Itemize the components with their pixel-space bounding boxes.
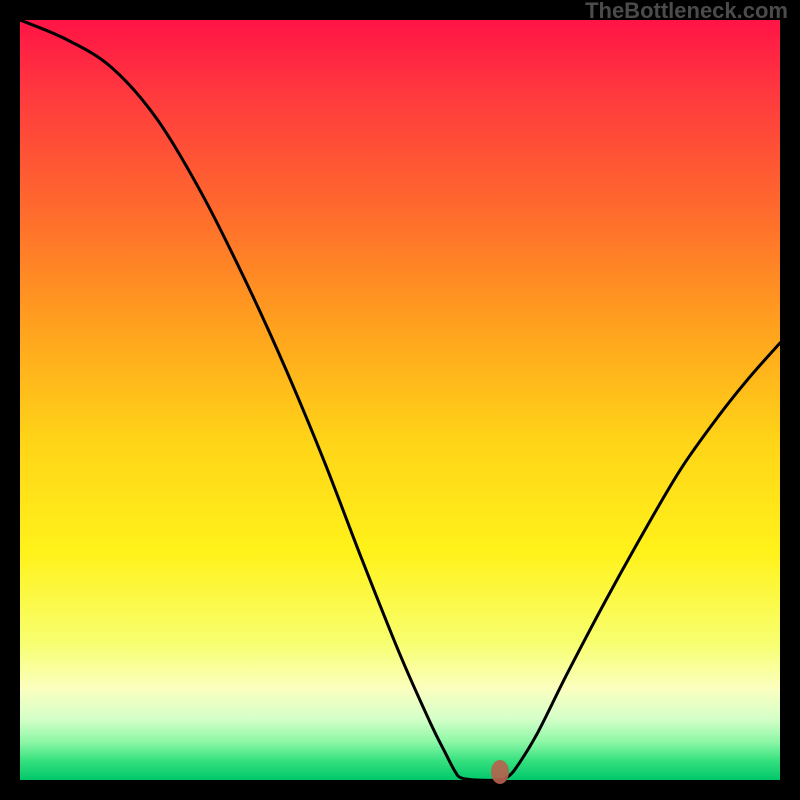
chart-frame: TheBottleneck.com [0,0,800,800]
optimum-marker [491,760,509,784]
plot-area [20,20,780,780]
watermark-text: TheBottleneck.com [585,0,788,24]
bottleneck-curve [20,20,780,780]
